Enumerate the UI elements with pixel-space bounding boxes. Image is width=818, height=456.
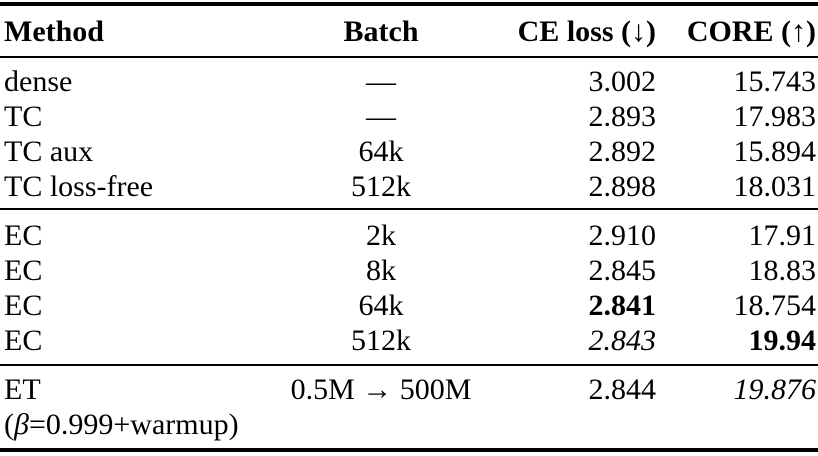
core-cell: 19.94 bbox=[748, 324, 817, 357]
method-cell: dense bbox=[4, 65, 73, 98]
table-row: EC 8k 2.845 18.83 bbox=[0, 253, 818, 288]
bottom-rule bbox=[0, 448, 818, 452]
method-cell: TC loss-free bbox=[4, 170, 154, 203]
table-row: TC loss-free 512k 2.898 18.031 bbox=[0, 169, 818, 208]
method-cell: EC bbox=[4, 254, 43, 287]
table-row: ET (β=0.999+warmup) 0.5M → 500M 2.844 19… bbox=[0, 366, 818, 448]
core-cell: 18.754 bbox=[733, 289, 817, 322]
method-cell: TC bbox=[4, 100, 43, 133]
batch-cell: 8k bbox=[366, 254, 396, 287]
table-row: EC 64k 2.841 18.754 bbox=[0, 288, 818, 323]
method-cell: EC bbox=[4, 324, 43, 357]
ce-loss-header-text: CE loss ( bbox=[517, 14, 631, 48]
batch-cell: 64k bbox=[358, 289, 404, 322]
section-divider bbox=[0, 208, 818, 210]
table-row: EC 2k 2.910 17.91 bbox=[0, 210, 818, 253]
column-header-method: Method bbox=[4, 14, 104, 48]
column-header-core: CORE (↑) bbox=[656, 6, 818, 56]
note-text: =0.999+warmup) bbox=[28, 408, 239, 441]
ce-loss-cell: 2.892 bbox=[588, 135, 657, 168]
header-row: Method Batch CE loss (↓) CORE (↑) bbox=[0, 6, 818, 56]
core-cell: 18.031 bbox=[733, 170, 817, 203]
section-divider bbox=[0, 364, 818, 366]
core-header-text: CORE ( bbox=[686, 14, 791, 48]
ce-loss-header-paren: ) bbox=[646, 14, 656, 48]
batch-cell: 64k bbox=[358, 135, 404, 168]
method-cell: EC bbox=[4, 289, 43, 322]
table-row: dense — 3.002 15.743 bbox=[0, 58, 818, 99]
batch-cell: 512k bbox=[351, 324, 411, 357]
ce-loss-cell: 2.893 bbox=[588, 100, 657, 133]
ce-loss-cell: 2.898 bbox=[588, 170, 657, 203]
table-row: TC aux 64k 2.892 15.894 bbox=[0, 134, 818, 169]
ce-loss-cell: 2.844 bbox=[588, 373, 657, 406]
core-header-paren: ) bbox=[806, 14, 816, 48]
ce-loss-cell: 2.843 bbox=[588, 324, 657, 357]
method-cell: TC aux bbox=[4, 135, 94, 168]
core-cell: 15.743 bbox=[733, 65, 817, 98]
method-note: (β=0.999+warmup) bbox=[4, 407, 270, 442]
up-arrow-icon: ↑ bbox=[791, 14, 806, 48]
core-cell: 17.91 bbox=[748, 219, 817, 252]
batch-cell: 2k bbox=[366, 219, 396, 252]
down-arrow-icon: ↓ bbox=[631, 14, 646, 48]
method-cell: EC bbox=[4, 219, 43, 252]
batch-cell: — bbox=[366, 100, 396, 133]
column-header-batch: Batch bbox=[343, 14, 419, 48]
batch-cell: 0.5M → 500M bbox=[290, 373, 472, 406]
ce-loss-cell: 3.002 bbox=[588, 65, 657, 98]
beta-symbol: β bbox=[14, 408, 29, 441]
header-divider-row bbox=[0, 56, 818, 58]
ce-loss-cell: 2.910 bbox=[588, 219, 657, 252]
core-cell: 18.83 bbox=[748, 254, 817, 287]
top-rule bbox=[0, 2, 818, 6]
table-row: EC 512k 2.843 19.94 bbox=[0, 323, 818, 364]
core-cell: 15.894 bbox=[733, 135, 817, 168]
ce-loss-cell: 2.845 bbox=[588, 254, 657, 287]
column-header-ce-loss: CE loss (↓) bbox=[492, 6, 656, 56]
batch-cell: — bbox=[366, 65, 396, 98]
method-line1: ET bbox=[4, 373, 41, 406]
core-cell: 17.983 bbox=[733, 100, 817, 133]
results-table: Method Batch CE loss (↓) CORE (↑) dense … bbox=[0, 6, 818, 448]
ce-loss-cell: 2.841 bbox=[588, 289, 657, 322]
method-cell: ET (β=0.999+warmup) bbox=[0, 366, 270, 448]
header-rule bbox=[0, 56, 818, 58]
batch-cell: 512k bbox=[351, 170, 411, 203]
note-paren-open: ( bbox=[4, 408, 14, 441]
section-divider-row bbox=[0, 364, 818, 366]
section-divider-row bbox=[0, 208, 818, 210]
table-row: TC — 2.893 17.983 bbox=[0, 99, 818, 134]
core-cell: 19.876 bbox=[733, 373, 817, 406]
